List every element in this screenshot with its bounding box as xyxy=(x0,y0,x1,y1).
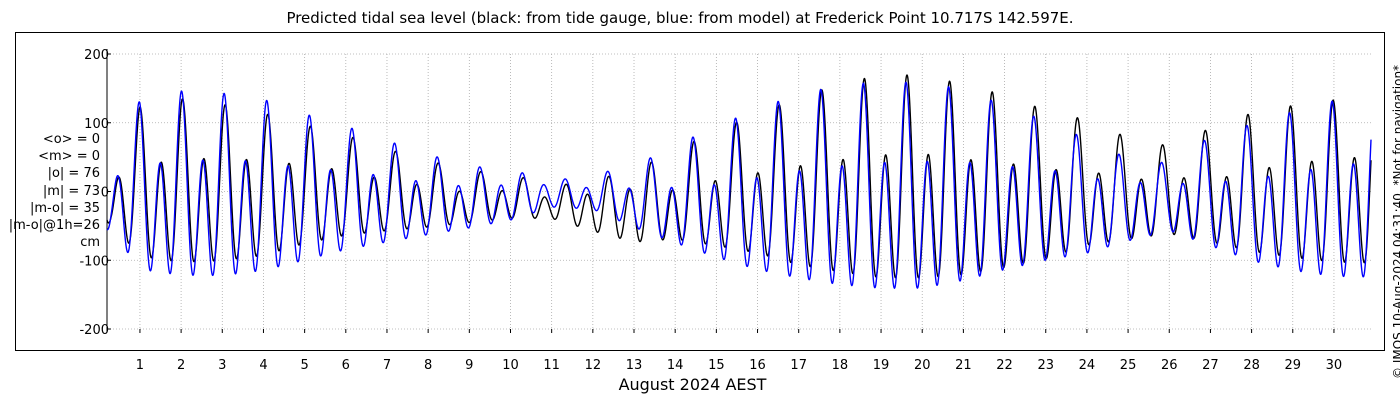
y-tick-label: -200 xyxy=(79,323,109,338)
stat-line: |m| = 73 xyxy=(42,183,100,199)
x-tick-label: 27 xyxy=(1202,358,1219,373)
stat-line: |m-o| = 35 xyxy=(29,200,100,216)
stat-line: |o| = 76 xyxy=(47,166,100,182)
x-tick-label: 20 xyxy=(914,358,931,373)
y-tick-label: 100 xyxy=(84,117,109,132)
grid-layer xyxy=(107,53,1371,330)
chart-title: Predicted tidal sea level (black: from t… xyxy=(286,9,1074,27)
plot-frame xyxy=(15,32,1385,351)
x-tick-label: 1 xyxy=(136,358,144,373)
x-tick-label: 3 xyxy=(218,358,226,373)
x-tick-label: 13 xyxy=(626,358,643,373)
model-series-line xyxy=(106,81,1372,289)
tide-gauge-series-line xyxy=(106,74,1372,279)
x-tick-label: 14 xyxy=(667,358,684,373)
x-tick-label: 16 xyxy=(749,358,766,373)
x-tick-label: 22 xyxy=(996,358,1013,373)
series-layer xyxy=(106,74,1372,289)
x-tick-label: 17 xyxy=(790,358,807,373)
y-tick-label: 0 xyxy=(101,186,109,201)
x-tick-label: 12 xyxy=(585,358,602,373)
x-tick-label: 30 xyxy=(1326,358,1343,373)
x-tick-label: 9 xyxy=(465,358,473,373)
x-tick-label: 6 xyxy=(342,358,350,373)
y-tick-label: 200 xyxy=(84,48,109,63)
copyright-note: © IMOS 10-Aug-2024 04:31:40. *Not for na… xyxy=(1391,64,1400,379)
x-tick-label: 8 xyxy=(424,358,432,373)
stat-line: |m-o|@1h=26 xyxy=(8,218,100,234)
x-tick-label: 28 xyxy=(1243,358,1260,373)
x-tick-label: 24 xyxy=(1079,358,1096,373)
x-tick-label: 23 xyxy=(1037,358,1054,373)
x-tick-label: 21 xyxy=(955,358,972,373)
stats-panel: <o> = 0 <m> = 0 |o| = 76 |m| = 73 |m-o| = 35… xyxy=(0,131,100,251)
x-tick-label: 29 xyxy=(1284,358,1301,373)
x-tick-label: 18 xyxy=(832,358,849,373)
x-tick-label: 15 xyxy=(708,358,725,373)
stat-line: <m> = 0 xyxy=(38,149,100,165)
x-tick-label: 10 xyxy=(502,358,519,373)
y-tick-label: -100 xyxy=(79,254,109,269)
x-axis-label: August 2024 AEST xyxy=(618,375,767,394)
stat-line: <o> = 0 xyxy=(42,132,100,147)
x-tick-label: 4 xyxy=(259,358,267,373)
x-tick-label: 26 xyxy=(1161,358,1178,373)
x-tick-label: 7 xyxy=(383,358,391,373)
x-tick-label: 11 xyxy=(543,358,560,373)
x-tick-label: 19 xyxy=(873,358,890,373)
x-tick-label: 25 xyxy=(1120,358,1137,373)
stat-line: cm xyxy=(80,235,100,251)
x-tick-label: 5 xyxy=(300,358,308,373)
x-tick-label: 2 xyxy=(177,358,185,373)
